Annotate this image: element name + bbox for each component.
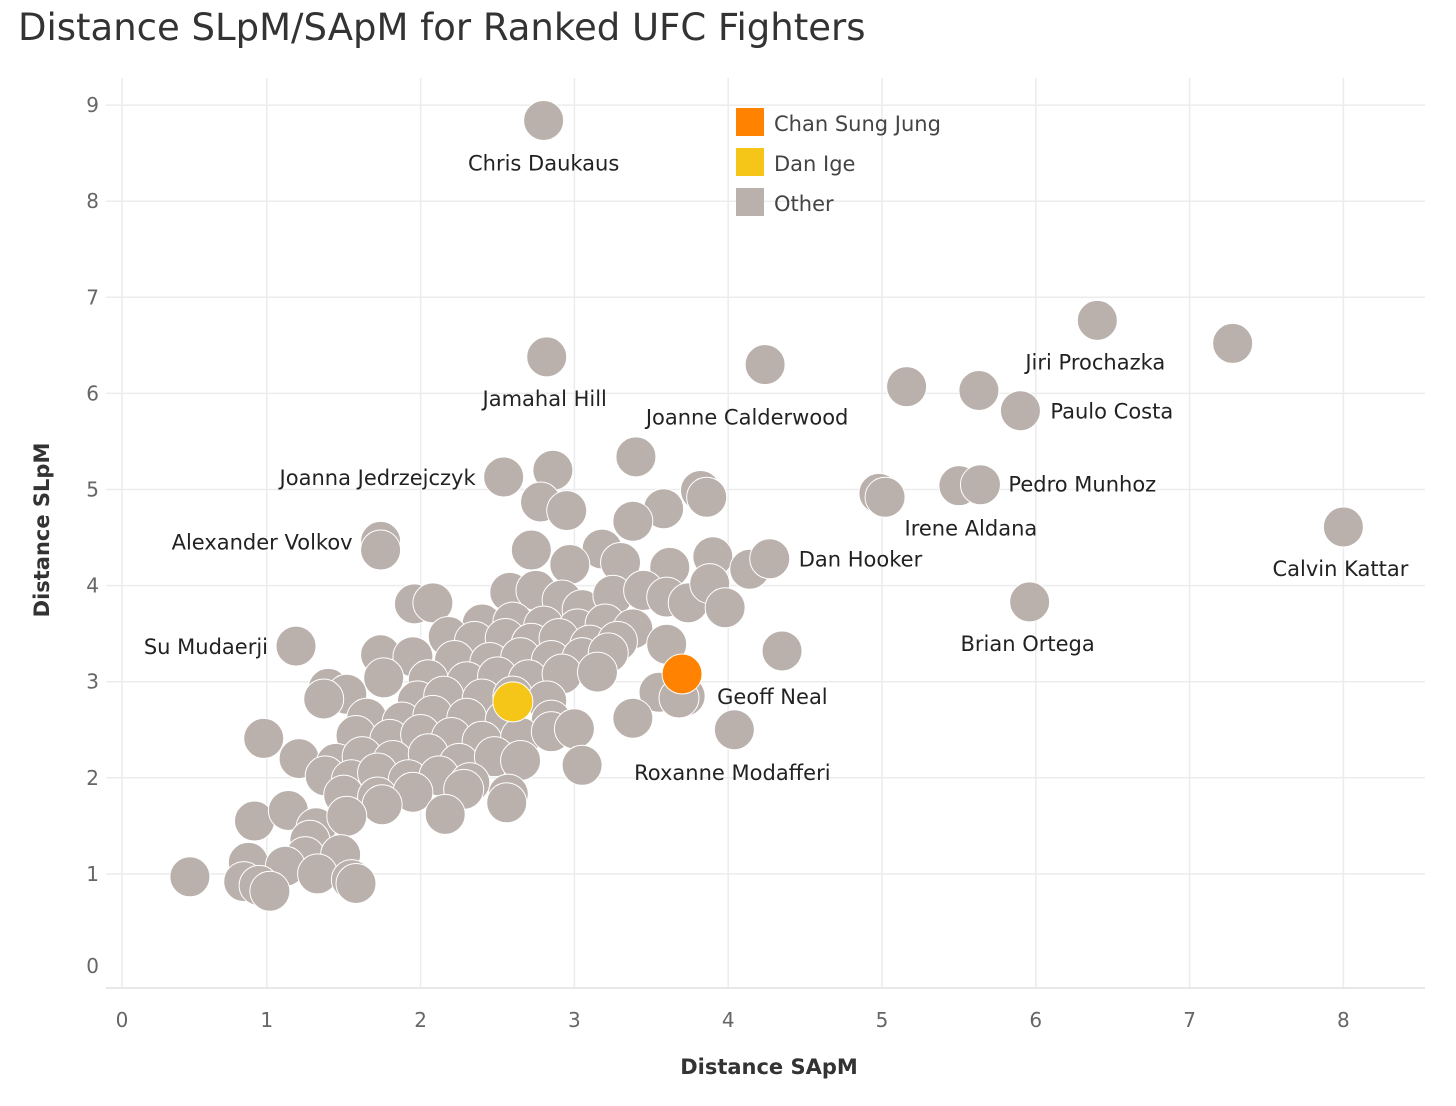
point-other[interactable] bbox=[243, 717, 285, 759]
point-other[interactable] bbox=[686, 476, 728, 518]
point-other[interactable] bbox=[553, 708, 595, 750]
point-dan-ige[interactable] bbox=[492, 681, 534, 723]
y-tick-label: 7 bbox=[86, 285, 99, 309]
point-other[interactable] bbox=[576, 651, 618, 693]
x-tick-label: 0 bbox=[116, 1008, 129, 1032]
point-label: Chris Daukaus bbox=[468, 151, 619, 175]
y-tick-label: 1 bbox=[86, 862, 99, 886]
legend: Chan Sung Jung Dan Ige Other bbox=[736, 108, 941, 216]
point-other[interactable] bbox=[744, 344, 786, 386]
point-label: Paulo Costa bbox=[1050, 400, 1173, 424]
legend-swatch bbox=[736, 188, 764, 216]
y-tick-label: 6 bbox=[86, 381, 99, 405]
point-chan-sung-jung[interactable] bbox=[661, 653, 703, 695]
point-other[interactable] bbox=[424, 793, 466, 835]
point-other[interactable] bbox=[360, 529, 402, 571]
point-label: Irene Aldana bbox=[905, 517, 1038, 541]
point-other[interactable] bbox=[999, 390, 1041, 432]
point-other[interactable] bbox=[523, 99, 565, 141]
y-tick-label: 9 bbox=[86, 93, 99, 117]
point-label: Geoff Neal bbox=[717, 685, 828, 709]
point-other[interactable] bbox=[704, 587, 746, 629]
point-other[interactable] bbox=[363, 657, 405, 699]
point-other[interactable] bbox=[713, 709, 755, 751]
legend-label: Chan Sung Jung bbox=[774, 112, 941, 136]
point-other[interactable] bbox=[510, 529, 552, 571]
point-other[interactable] bbox=[1212, 322, 1254, 364]
x-tick-label: 8 bbox=[1337, 1008, 1350, 1032]
point-other[interactable] bbox=[275, 625, 317, 667]
point-other[interactable] bbox=[561, 744, 603, 786]
y-tick-label: 2 bbox=[86, 766, 99, 790]
point-other[interactable] bbox=[169, 856, 211, 898]
x-tick-label: 6 bbox=[1029, 1008, 1042, 1032]
y-tick-label: 4 bbox=[86, 574, 99, 598]
point-other[interactable] bbox=[549, 543, 591, 585]
point-other[interactable] bbox=[761, 630, 803, 672]
point-other[interactable] bbox=[326, 795, 368, 837]
legend-label: Dan Ige bbox=[774, 152, 855, 176]
point-other[interactable] bbox=[864, 476, 906, 518]
axis-ticks: 0 1 2 3 4 5 6 7 8 0 1 2 3 4 5 6 7 8 9 bbox=[86, 93, 1350, 1032]
legend-label: Other bbox=[774, 192, 834, 216]
point-other[interactable] bbox=[361, 784, 403, 826]
y-tick-label: 8 bbox=[86, 189, 99, 213]
point-label: Jiri Prochazka bbox=[1023, 350, 1165, 374]
point-label: Dan Hooker bbox=[799, 548, 923, 572]
legend-swatch bbox=[736, 108, 764, 136]
point-other[interactable] bbox=[249, 870, 291, 912]
y-axis-title: Distance SLpM bbox=[30, 443, 54, 618]
legend-swatch bbox=[736, 148, 764, 176]
point-other[interactable] bbox=[486, 782, 528, 824]
data-points bbox=[169, 99, 1364, 912]
point-other[interactable] bbox=[1009, 581, 1051, 623]
point-other[interactable] bbox=[546, 490, 588, 532]
point-other[interactable] bbox=[612, 697, 654, 739]
point-labels: Chris Daukaus Jiri Prochazka Jamahal Hill J… bbox=[144, 151, 1409, 784]
point-label: Roxanne Modafferi bbox=[634, 761, 830, 785]
x-tick-label: 4 bbox=[722, 1008, 735, 1032]
point-other[interactable] bbox=[483, 456, 525, 498]
point-label: Joanna Jedrzejczyk bbox=[278, 466, 477, 490]
x-tick-label: 5 bbox=[876, 1008, 889, 1032]
y-tick-label: 3 bbox=[86, 670, 99, 694]
point-other[interactable] bbox=[959, 464, 1001, 506]
point-label: Joanne Calderwood bbox=[644, 406, 849, 430]
point-label: Pedro Munhoz bbox=[1008, 473, 1156, 497]
chart-title: Distance SLpM/SApM for Ranked UFC Fighte… bbox=[18, 6, 866, 49]
x-tick-label: 2 bbox=[414, 1008, 427, 1032]
point-other[interactable] bbox=[1322, 506, 1364, 548]
gridlines bbox=[106, 78, 1425, 989]
point-other[interactable] bbox=[615, 436, 657, 478]
point-other[interactable] bbox=[749, 538, 791, 580]
point-label: Su Mudaerji bbox=[144, 635, 268, 659]
point-other[interactable] bbox=[526, 336, 568, 378]
point-other[interactable] bbox=[1076, 299, 1118, 341]
point-other[interactable] bbox=[412, 582, 454, 624]
point-other[interactable] bbox=[612, 500, 654, 542]
point-other[interactable] bbox=[886, 366, 928, 408]
point-other[interactable] bbox=[297, 853, 339, 895]
x-tick-label: 7 bbox=[1183, 1008, 1196, 1032]
y-tick-label: 0 bbox=[86, 954, 99, 978]
point-other[interactable] bbox=[303, 678, 345, 720]
point-label: Brian Ortega bbox=[961, 632, 1095, 656]
point-label: Alexander Volkov bbox=[172, 530, 353, 554]
point-label: Jamahal Hill bbox=[481, 387, 607, 411]
x-tick-label: 3 bbox=[568, 1008, 581, 1032]
x-tick-label: 1 bbox=[260, 1008, 273, 1032]
point-label: Calvin Kattar bbox=[1272, 557, 1408, 581]
point-other[interactable] bbox=[335, 863, 377, 905]
x-axis-title: Distance SApM bbox=[680, 1055, 858, 1079]
point-other[interactable] bbox=[958, 370, 1000, 412]
y-tick-label: 5 bbox=[86, 478, 99, 502]
